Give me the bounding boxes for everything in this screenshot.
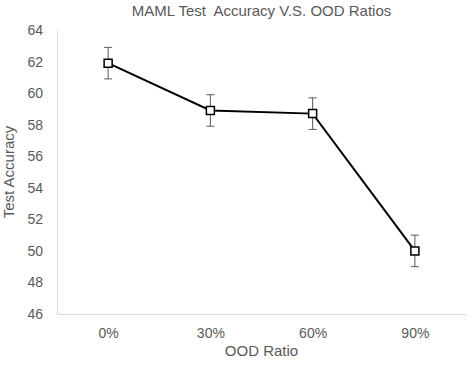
y-tick: 64 <box>27 22 57 38</box>
line <box>108 63 415 251</box>
x-axis-title: OOD Ratio <box>225 342 298 359</box>
y-tick: 52 <box>27 211 57 227</box>
y-tick-label: 52 <box>27 211 43 227</box>
y-tick-label: 60 <box>27 85 43 101</box>
y-tick-label: 50 <box>27 243 43 259</box>
y-tick: 56 <box>27 148 57 164</box>
y-tick: 58 <box>27 117 57 133</box>
marker <box>309 110 317 118</box>
error-bar <box>206 95 214 127</box>
y-axis-line <box>57 31 58 315</box>
error-bar <box>104 47 112 79</box>
x-tick-label: 0% <box>99 325 119 341</box>
marker <box>411 247 419 255</box>
chart: 46 48 50 52 54 56 58 60 62 64 0% 30% 60% 90% MAML Test… <box>0 0 476 366</box>
x-tick-label: 60% <box>299 325 327 341</box>
y-tick: 46 <box>27 306 57 322</box>
error-bar-cap <box>206 94 214 95</box>
error-bar <box>309 98 317 130</box>
y-tick-label: 62 <box>27 54 43 70</box>
y-tick-label: 64 <box>27 22 43 38</box>
marker <box>206 106 214 114</box>
error-bar-cap <box>309 129 317 130</box>
x-tick: 0% <box>99 314 119 341</box>
error-bar-cap <box>206 126 214 127</box>
y-tick: 62 <box>27 54 57 70</box>
x-tick: 90% <box>401 314 429 341</box>
title: MAML Test Accuracy V.S. OOD Ratios <box>132 2 392 19</box>
error-bar-cap <box>104 47 112 48</box>
y-tick-label: 46 <box>27 306 43 322</box>
x-axis-line <box>58 314 467 315</box>
y-tick-label: 48 <box>27 274 43 290</box>
plot-area <box>104 47 419 266</box>
y-tick-label: 54 <box>27 180 43 196</box>
y-axis-title: Test Accuracy <box>0 125 17 218</box>
y-tick-label: 58 <box>27 117 43 133</box>
y-tick: 60 <box>27 85 57 101</box>
x-tick-label: 30% <box>197 325 225 341</box>
y-axis: 46 48 50 52 54 56 58 60 62 64 <box>27 22 57 322</box>
y-tick: 48 <box>27 274 57 290</box>
x-tick: 60% <box>299 314 327 341</box>
error-bar-cap <box>411 235 419 236</box>
x-axis: 0% 30% 60% 90% <box>58 314 467 341</box>
y-tick: 50 <box>27 243 57 259</box>
error-bar-cap <box>411 266 419 267</box>
y-tick-label: 56 <box>27 148 43 164</box>
x-tick: 30% <box>197 314 225 341</box>
x-tick-label: 90% <box>401 325 429 341</box>
y-tick: 54 <box>27 180 57 196</box>
error-bar-cap <box>309 97 317 98</box>
error-bar-cap <box>104 78 112 79</box>
marker <box>104 59 112 67</box>
error-bar <box>411 235 419 267</box>
